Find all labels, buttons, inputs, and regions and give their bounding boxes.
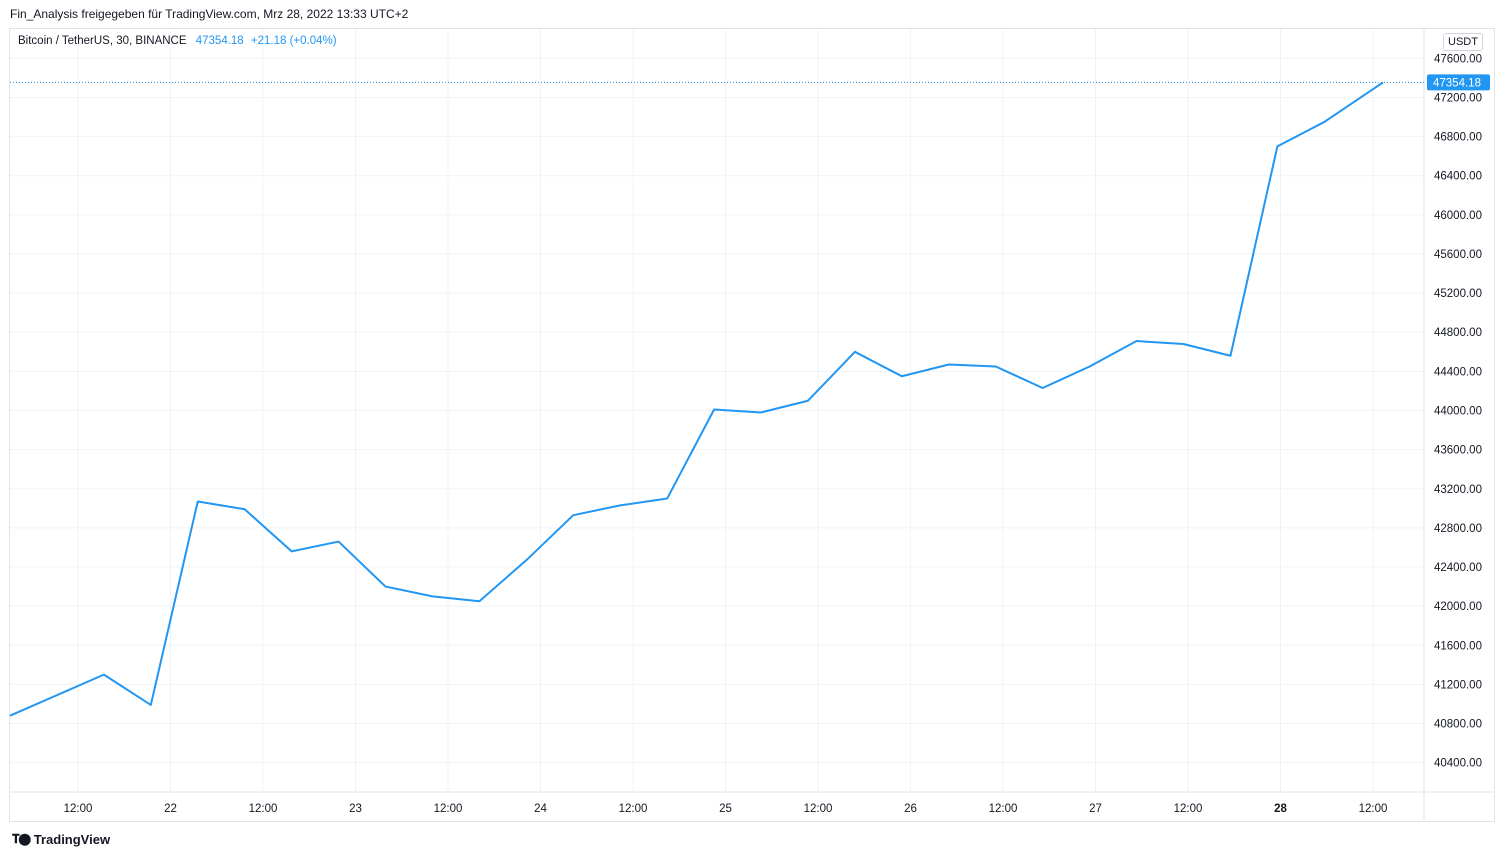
x-tick-label: 12:00 bbox=[804, 803, 833, 815]
y-tick-label: 47200.00 bbox=[1434, 92, 1482, 104]
symbol-label[interactable]: Bitcoin / TetherUS, 30, BINANCE bbox=[18, 35, 187, 47]
y-tick-label: 47600.00 bbox=[1434, 53, 1482, 65]
chart-frame bbox=[9, 28, 1495, 822]
price-change: +21.18 (+0.04%) bbox=[250, 35, 337, 47]
x-tick-label: 12:00 bbox=[1359, 803, 1388, 815]
footer-brand[interactable]: 𝐓⬤ TradingView bbox=[12, 832, 110, 847]
last-value: 47354.18 bbox=[195, 35, 244, 47]
price-line bbox=[9, 81, 1384, 717]
y-tick-label: 41600.00 bbox=[1434, 640, 1482, 652]
share-header: Fin_Analysis freigegeben für TradingView… bbox=[10, 7, 409, 21]
y-tick-label: 46800.00 bbox=[1434, 132, 1482, 144]
brand-name: TradingView bbox=[33, 832, 111, 847]
y-tick-label: 42800.00 bbox=[1434, 523, 1482, 535]
chart-legend: Bitcoin / TetherUS, 30, BINANCE 47354.18… bbox=[18, 35, 337, 47]
y-tick-label: 45200.00 bbox=[1434, 288, 1482, 300]
currency-unit-button[interactable]: USDT bbox=[1443, 33, 1483, 51]
x-tick-label: 25 bbox=[719, 803, 732, 815]
tradingview-logo-icon: 𝐓⬤ bbox=[12, 832, 31, 846]
x-tick-label: 26 bbox=[904, 803, 917, 815]
y-tick-label: 40400.00 bbox=[1434, 758, 1482, 770]
x-tick-label: 12:00 bbox=[989, 803, 1018, 815]
last-price-label: 47354.18 bbox=[1433, 77, 1481, 89]
x-tick-label: 22 bbox=[164, 803, 177, 815]
y-tick-label: 45600.00 bbox=[1434, 249, 1482, 261]
y-tick-label: 42000.00 bbox=[1434, 601, 1482, 613]
x-tick-label: 27 bbox=[1089, 803, 1102, 815]
x-tick-label: 12:00 bbox=[1174, 803, 1203, 815]
x-tick-label: 23 bbox=[349, 803, 362, 815]
y-tick-label: 42400.00 bbox=[1434, 562, 1482, 574]
x-tick-label: 12:00 bbox=[619, 803, 648, 815]
y-tick-label: 43600.00 bbox=[1434, 445, 1482, 457]
y-tick-label: 44800.00 bbox=[1434, 327, 1482, 339]
y-tick-label: 46000.00 bbox=[1434, 210, 1482, 222]
y-tick-label: 44400.00 bbox=[1434, 366, 1482, 378]
y-tick-label: 40800.00 bbox=[1434, 719, 1482, 731]
x-tick-label: 24 bbox=[534, 803, 547, 815]
last-price-badge bbox=[1427, 74, 1490, 91]
y-tick-label: 43200.00 bbox=[1434, 484, 1482, 496]
y-tick-label: 41200.00 bbox=[1434, 679, 1482, 691]
x-tick-label: 28 bbox=[1274, 803, 1287, 815]
y-tick-label: 44000.00 bbox=[1434, 406, 1482, 418]
x-tick-label: 12:00 bbox=[249, 803, 278, 815]
x-tick-label: 12:00 bbox=[64, 803, 93, 815]
x-tick-label: 12:00 bbox=[434, 803, 463, 815]
y-tick-label: 46400.00 bbox=[1434, 171, 1482, 183]
